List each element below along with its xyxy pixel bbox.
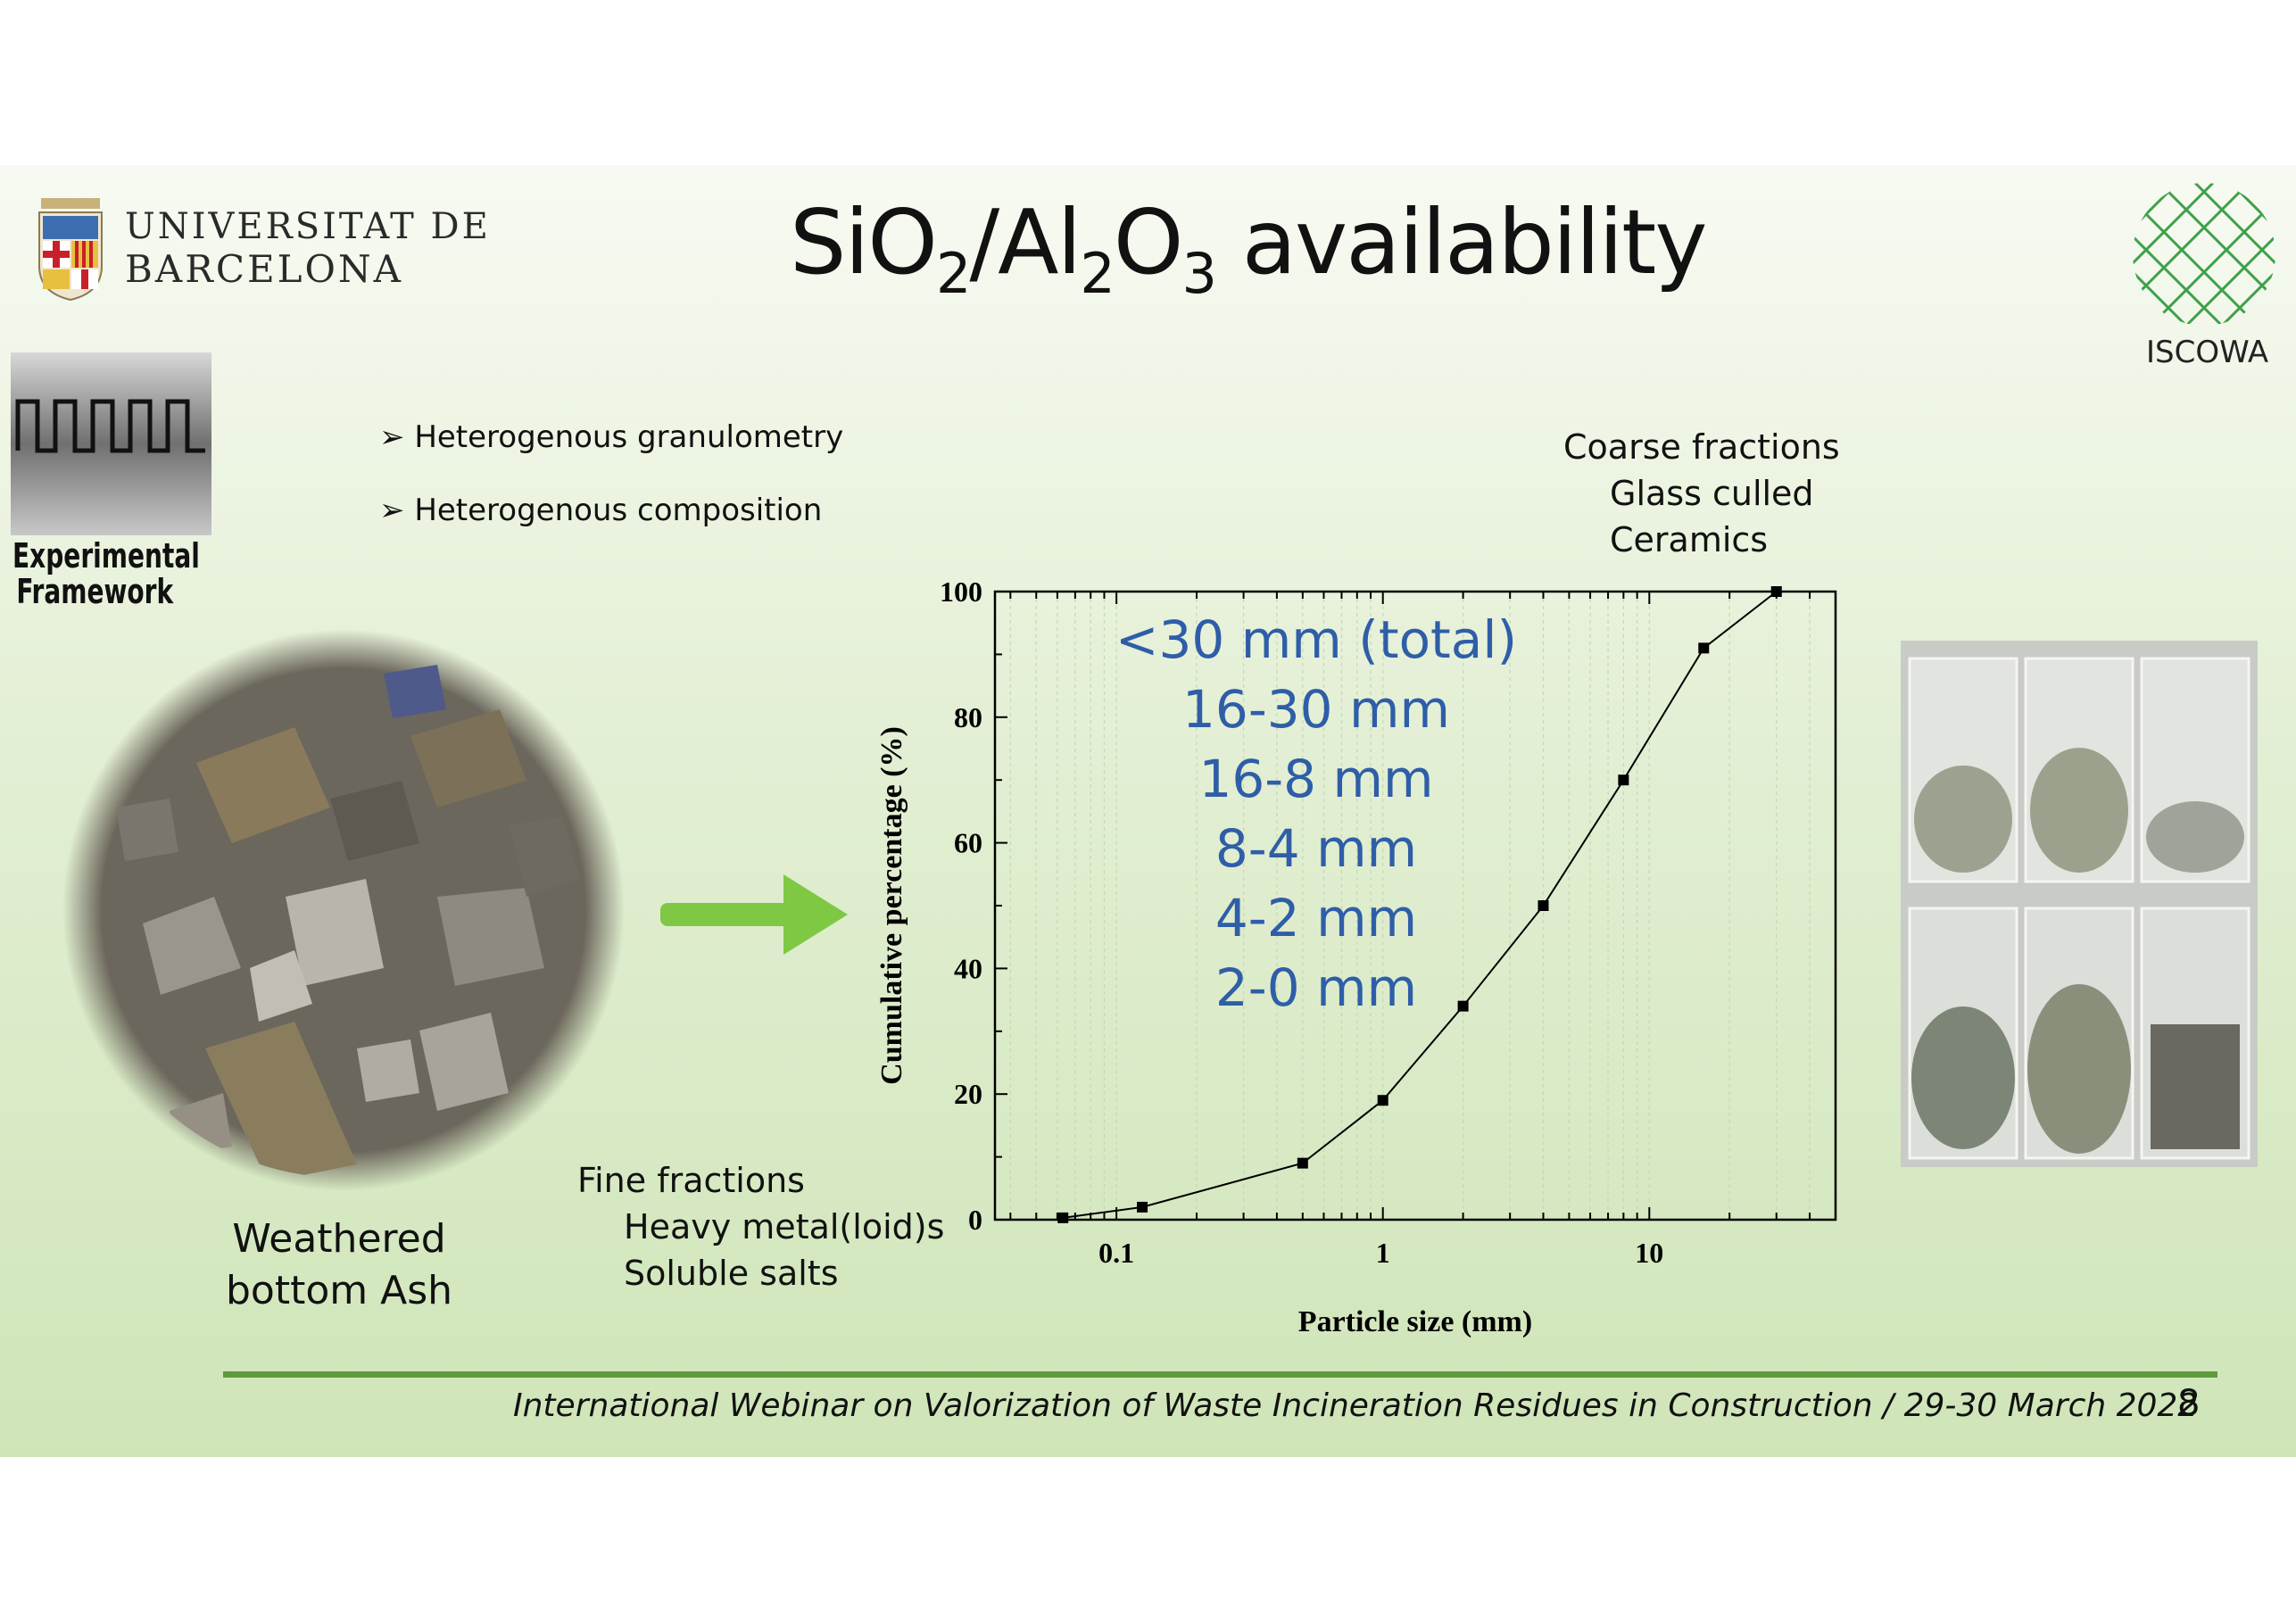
university-name-line2: BARCELONA (125, 247, 404, 291)
fine-item: Soluble salts (624, 1254, 839, 1293)
experimental-framework-label: Experimental Framework (12, 536, 200, 611)
fraction-annotation: 16-30 mm (1182, 679, 1450, 740)
slide-title: SiO2/Al2O3 availability (790, 190, 1708, 306)
bullet-list: ➢ Heterogenous granulometry ➢ Heterogeno… (379, 419, 843, 566)
y-tick-label: 60 (954, 827, 982, 859)
sample-bags-photo (1901, 641, 2258, 1167)
y-tick-label: 20 (954, 1078, 982, 1110)
x-tick-label: 1 (1376, 1237, 1390, 1269)
bullet-item: ➢ Heterogenous granulometry (379, 419, 844, 455)
experimental-framework-image (11, 352, 211, 535)
data-point (1538, 900, 1549, 911)
x-tick-label: 0.1 (1098, 1237, 1134, 1269)
iscowa-globe-icon (2133, 183, 2275, 326)
x-axis-label: Particle size (mm) (1298, 1305, 1532, 1338)
bullet-item: ➢ Heterogenous composition (379, 493, 823, 528)
fraction-annotation: <30 mm (total) (1115, 609, 1517, 670)
coarse-item: Ceramics (1610, 520, 1769, 559)
arrow-right-icon (660, 874, 848, 955)
iscowa-label: ISCOWA (2146, 335, 2269, 370)
y-tick-label: 40 (954, 952, 982, 984)
data-point (1770, 586, 1782, 597)
slide: UNIVERSITAT DE BARCELONA SiO2/Al2O3 avai… (0, 165, 2296, 1457)
university-name-line1: UNIVERSITAT DE (125, 206, 491, 247)
university-crest-icon (38, 198, 103, 302)
coarse-title: Coarse fractions (1563, 427, 1840, 467)
coarse-item: Glass culled (1610, 474, 1814, 513)
bottom-ash-label: Weathered bottom Ash (225, 1216, 453, 1313)
y-axis-label: Cumulative percentage (%) (875, 726, 908, 1085)
coarse-fractions-note: Coarse fractions Glass culled Ceramics (1563, 424, 1840, 563)
data-point (1457, 1000, 1469, 1012)
y-tick-label: 80 (954, 701, 982, 733)
fine-title: Fine fractions (577, 1161, 805, 1200)
fine-fractions-note: Fine fractions Heavy metal(loid)s Solubl… (577, 1157, 944, 1296)
data-point (1057, 1212, 1069, 1223)
fraction-annotation: 16-8 mm (1198, 749, 1433, 809)
x-tick-label: 10 (1635, 1237, 1663, 1269)
data-point (1377, 1095, 1388, 1106)
data-point (1698, 642, 1710, 654)
fraction-annotation: 4-2 mm (1215, 888, 1417, 948)
data-point (1618, 774, 1629, 786)
fine-item: Heavy metal(loid)s (624, 1207, 945, 1246)
footer-text: International Webinar on Valorization of… (513, 1387, 2199, 1424)
fraction-annotation: 8-4 mm (1215, 818, 1417, 879)
y-tick-label: 100 (940, 576, 982, 608)
data-point (1137, 1201, 1148, 1213)
bottom-ash-photo (62, 629, 625, 1191)
y-tick-label: 0 (968, 1204, 982, 1236)
data-point (1297, 1157, 1308, 1169)
footer-divider (223, 1371, 2217, 1378)
page-number: 8 (2177, 1383, 2201, 1424)
fraction-annotation: 2-0 mm (1215, 957, 1417, 1018)
